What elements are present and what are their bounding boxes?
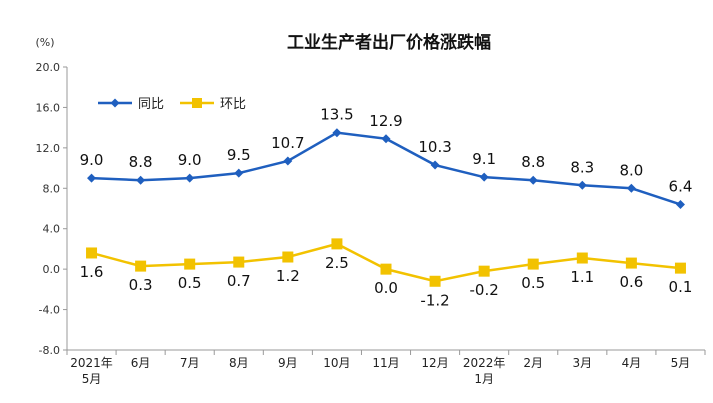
data-point: [527, 258, 539, 270]
data-point: [184, 258, 196, 270]
legend-label: 同比: [138, 97, 164, 112]
data-label: -1.2: [420, 291, 449, 309]
y-tick-label: 12.0: [36, 142, 61, 155]
x-tick-label: 12月: [421, 356, 448, 370]
legend-item: 环比: [180, 97, 246, 112]
y-tick-label: 8.0: [43, 182, 61, 195]
y-tick-label: -4.0: [39, 304, 60, 317]
data-point: [430, 160, 440, 170]
data-label: 1.6: [80, 263, 104, 281]
legend-item: 同比: [98, 97, 164, 112]
data-point: [331, 238, 343, 250]
data-label: 2.5: [325, 254, 349, 272]
series-diamond: 9.0 8.8 9.0 9.5 10.7 13.5 12.9 10.3 9.1 8.8 8.3 8.0…: [80, 106, 693, 209]
data-point: [233, 256, 245, 268]
data-point: [381, 134, 391, 144]
y-unit-label: (%): [35, 36, 54, 49]
data-label: 0.6: [619, 273, 643, 291]
data-label: 9.5: [227, 146, 251, 164]
x-tick-label: 10月: [323, 356, 350, 370]
series-layer: 9.0 8.8 9.0 9.5 10.7 13.5 12.9 10.3 9.1 8.8 8.3 8.0…: [80, 106, 693, 310]
x-tick-label: 5月: [671, 356, 691, 370]
data-point: [136, 175, 146, 185]
data-label: 10.3: [418, 138, 451, 156]
data-label: 0.0: [374, 279, 398, 297]
x-tick-label: 2022年: [463, 356, 506, 370]
x-tick-label: 9月: [278, 356, 298, 370]
x-tick-label: 5月: [82, 372, 102, 386]
legend-swatch-marker: [110, 98, 120, 108]
data-point: [577, 180, 587, 190]
data-point: [135, 260, 147, 272]
data-point: [87, 173, 97, 183]
x-tick-label: 6月: [131, 356, 151, 370]
chart-title: 工业生产者出厂价格涨跌幅: [287, 32, 491, 53]
data-label: 9.0: [178, 151, 202, 169]
data-point: [185, 173, 195, 183]
data-point: [283, 156, 293, 166]
data-label: 6.4: [669, 177, 693, 195]
legend-swatch-marker: [192, 98, 202, 108]
data-point: [576, 252, 588, 264]
data-label: 0.7: [227, 272, 251, 290]
data-label: 9.1: [472, 150, 496, 168]
data-label: 8.0: [619, 161, 643, 179]
x-tick-label: 2021年: [70, 356, 113, 370]
data-label: 1.1: [570, 268, 594, 286]
data-point: [429, 275, 441, 287]
data-label: 0.5: [521, 274, 545, 292]
data-point: [234, 168, 244, 178]
y-tick-label: 0.0: [43, 263, 61, 276]
y-tick-label: -8.0: [39, 344, 60, 357]
data-point: [626, 183, 636, 193]
data-point: [625, 257, 637, 269]
data-label: 0.5: [178, 274, 202, 292]
data-label: -0.2: [470, 281, 499, 299]
x-tick-label: 11月: [372, 356, 399, 370]
data-label: 13.5: [320, 106, 353, 124]
data-label: 12.9: [369, 112, 402, 130]
data-label: 10.7: [271, 134, 304, 152]
data-label: 8.8: [129, 153, 153, 171]
data-label: 1.2: [276, 267, 300, 285]
legend: 同比 环比: [98, 97, 246, 112]
y-tick-label: 20.0: [36, 61, 61, 74]
x-tick-label: 8月: [229, 356, 249, 370]
data-point: [479, 172, 489, 182]
data-point: [282, 251, 294, 263]
x-tick-label: 2月: [523, 356, 543, 370]
data-point: [86, 247, 98, 259]
data-label: 8.8: [521, 153, 545, 171]
legend-label: 环比: [220, 97, 246, 112]
data-label: 8.3: [570, 158, 594, 176]
axes: 20.0 16.0 12.0 8.0 4.0 0.0 -4.0 -8.0 2021年 5月 6月 7月…: [36, 61, 706, 386]
x-tick-label: 1月: [474, 372, 494, 386]
data-point: [528, 175, 538, 185]
data-point: [380, 263, 392, 275]
data-point: [332, 128, 342, 138]
data-point: [675, 199, 685, 209]
x-tick-label: 7月: [180, 356, 200, 370]
data-label: 0.3: [129, 276, 153, 294]
x-tick-label: 3月: [572, 356, 592, 370]
data-label: 0.1: [669, 278, 693, 296]
data-point: [674, 262, 686, 274]
y-tick-label: 16.0: [36, 101, 61, 114]
series-square: 1.6 0.3 0.5 0.7 1.2 2.5 0.0 -1.2 -0.2 0.5 1.1 0.6 0.…: [80, 238, 693, 309]
y-tick-label: 4.0: [43, 223, 61, 236]
data-point: [478, 265, 490, 277]
data-label: 9.0: [80, 151, 104, 169]
x-tick-label: 4月: [622, 356, 642, 370]
